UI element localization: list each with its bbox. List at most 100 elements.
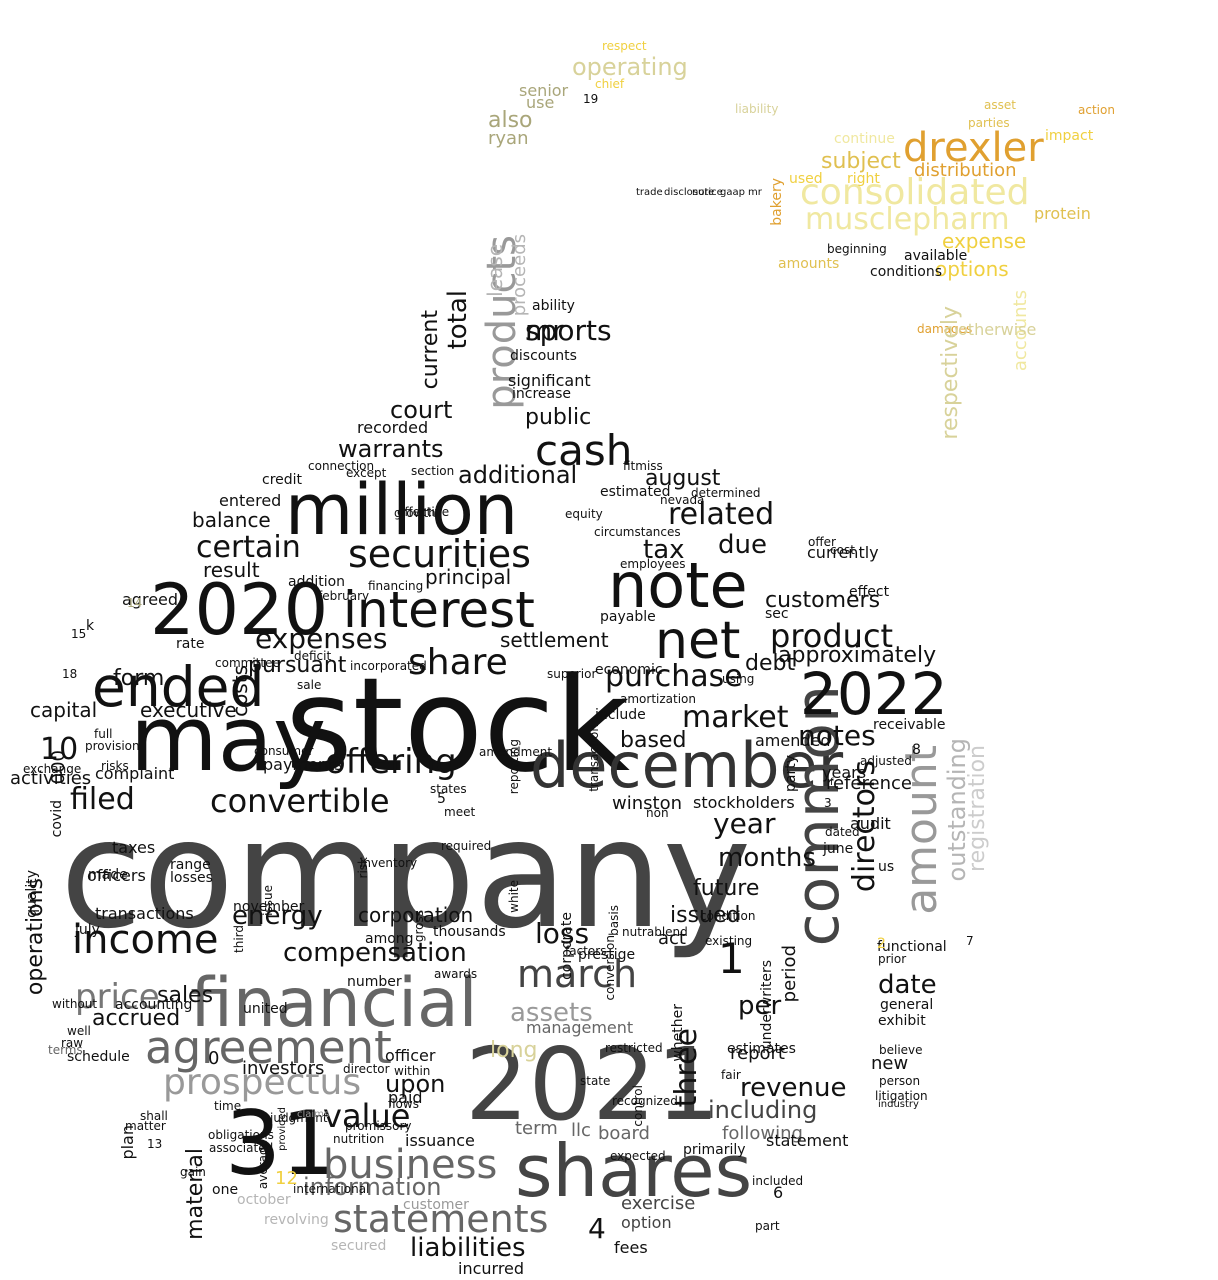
word-february: february (318, 589, 370, 603)
word-long: long (490, 1038, 538, 1063)
word-capital: capital (30, 698, 98, 722)
word-incurred: incurred (458, 1259, 525, 1278)
word-protein: protein (1034, 204, 1091, 223)
word-fair: fair (721, 1068, 741, 1082)
word-debt: debt (745, 651, 796, 676)
word-amount: amount (896, 745, 947, 915)
word-range: range (170, 857, 211, 873)
word-15: 15 (71, 627, 87, 641)
word-states: states (430, 782, 467, 796)
word-use: use (526, 93, 555, 112)
word-exchange: exchange (23, 762, 82, 776)
word-deficit: deficit (294, 649, 332, 663)
word-period: period (779, 945, 800, 1003)
word-per: per (738, 991, 782, 1021)
word-quality: quality (24, 870, 40, 918)
word-cash: cash (535, 426, 633, 475)
word-time: time (214, 1099, 242, 1113)
word-incorporated: incorporated (350, 659, 427, 673)
word-disclosure: disclosure (664, 187, 715, 198)
word-registration: registration (965, 745, 990, 872)
word-years: years (822, 763, 867, 782)
word-reference: reference (826, 773, 912, 794)
word-addition: addition (288, 574, 346, 590)
word-damages: damages (917, 322, 973, 336)
word-mr: mr (525, 314, 564, 347)
word-litigation: litigation (875, 1089, 928, 1103)
word-31: 31 (225, 1092, 337, 1195)
word-right: right (847, 171, 880, 187)
word-dated: dated (825, 825, 860, 839)
word-term: term (515, 1118, 558, 1139)
word-total: total (443, 290, 473, 350)
word-activities: activities (10, 768, 92, 789)
word-warrants: warrants (338, 435, 444, 463)
word-currently: currently (807, 543, 879, 562)
word-losses: losses (170, 870, 213, 886)
word-2021: 2021 (465, 1026, 720, 1143)
word-non: non (646, 806, 669, 820)
word-recognized: recognized (612, 1094, 678, 1108)
word-board: board (598, 1123, 650, 1144)
word-accounting: accounting (115, 997, 193, 1013)
word-risks: risks (101, 759, 129, 773)
word-sale: sale (297, 678, 322, 692)
word-llc: llc (571, 1120, 591, 1141)
word-agreement: agreement (145, 1021, 392, 1074)
word-investors: investors (242, 1058, 325, 1079)
word-covid: covid (49, 800, 65, 838)
word-pursuant: pursuant (248, 653, 347, 678)
word-musclepharm: musclepharm (805, 202, 1010, 237)
word-secured: secured (331, 1238, 387, 1254)
word-nutrition: nutrition (333, 1132, 385, 1146)
word-corporate: corporate (559, 912, 575, 980)
word-current: current (418, 310, 443, 390)
word-financial: financial (190, 964, 478, 1043)
word-connection: connection (308, 459, 375, 473)
word-employees: employees (620, 557, 686, 571)
word-adjusted: adjusted (860, 754, 912, 768)
word-exhibit: exhibit (878, 1013, 926, 1029)
word-equity: equity (565, 507, 603, 521)
word-offer: offer (808, 535, 836, 549)
word-parties: parties (968, 116, 1010, 130)
word-option: option (621, 1213, 672, 1232)
word-complaint: complaint (95, 764, 175, 783)
word-international: international (293, 1182, 370, 1196)
word-director: director (343, 1062, 390, 1076)
word-court: court (390, 396, 453, 424)
word-terms: terms (48, 1043, 83, 1057)
word-interest: interest (343, 581, 535, 639)
word-securities: securities (348, 532, 531, 576)
word-information: information (303, 1173, 442, 1201)
word-whether: whether (670, 1004, 686, 1062)
word-winston: winston (612, 793, 682, 814)
word-white: white (507, 880, 521, 913)
word-corporation: corporation (358, 903, 474, 927)
word-schedule: schedule (67, 1049, 130, 1065)
word-full: full (94, 727, 113, 741)
word-business: business (323, 1142, 498, 1188)
word-material: material (183, 1148, 208, 1240)
word-discounts: discounts (510, 348, 577, 364)
word-included: included (752, 1174, 804, 1188)
word-value: value (323, 1097, 411, 1135)
word-statement: statement (766, 1131, 849, 1150)
word-nevada: nevada (660, 493, 705, 507)
word-transactions: transactions (95, 904, 194, 923)
word-inventory: inventory (360, 856, 418, 870)
word-bakery: bakery (769, 178, 785, 226)
word-december: december (530, 729, 844, 802)
word-claims: claims (297, 1109, 330, 1120)
word-made: made (88, 867, 128, 883)
word-march: march (517, 952, 638, 996)
word-october: october (237, 1192, 291, 1208)
word-amended: amended (755, 731, 831, 750)
word-increase: increase (512, 386, 572, 402)
word-additional: additional (458, 461, 578, 489)
word-assets: assets (510, 998, 593, 1028)
word-new: new (871, 1053, 909, 1074)
word-superior: superior (547, 667, 597, 681)
word-notice: notice (692, 187, 723, 198)
